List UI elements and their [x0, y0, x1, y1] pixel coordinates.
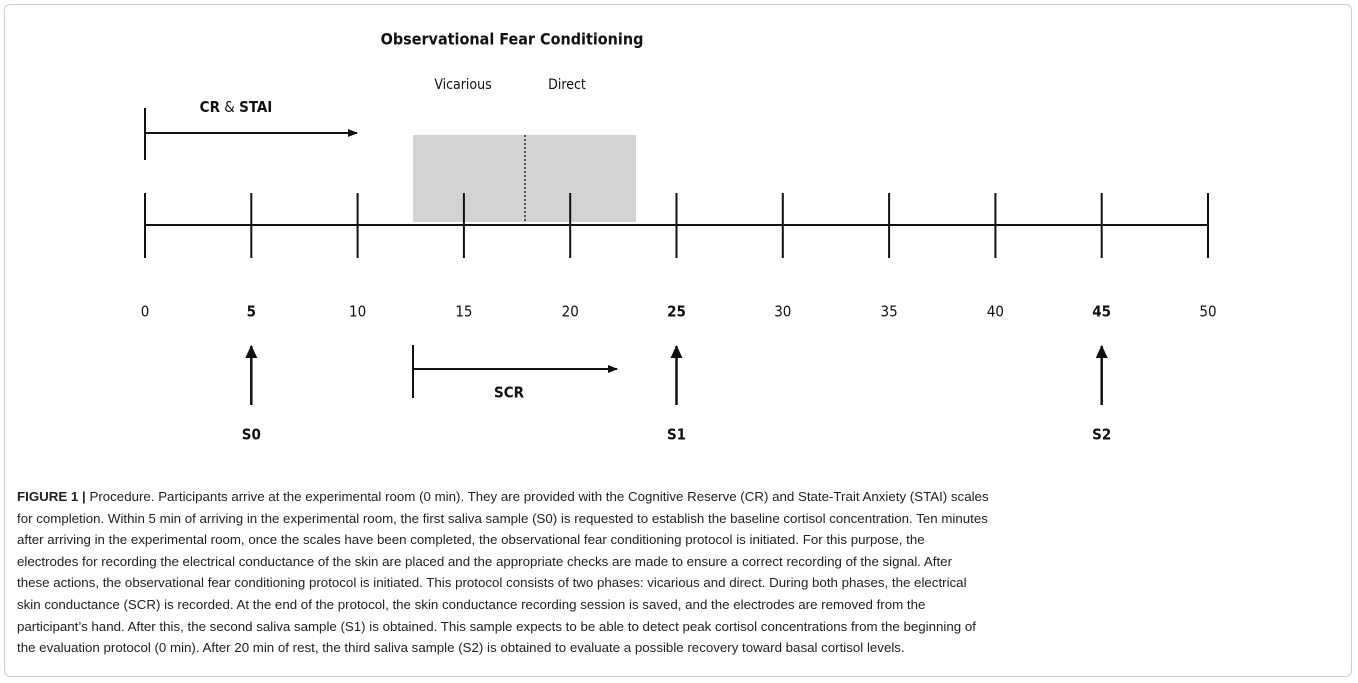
caption-line: for completion. Within 5 min of arriving… — [17, 508, 1347, 530]
caption-line: these actions, the observational fear co… — [17, 572, 1347, 594]
caption-line: participant’s hand. After this, the seco… — [17, 616, 1347, 638]
timeline-ticks: 0 5 10 15 20 25 30 35 40 45 50 S0 S1 S2 — [141, 193, 1217, 444]
sample-label: S2 — [1092, 426, 1111, 444]
figure-frame — [4, 4, 1352, 677]
caption-text: participant’s hand. After this, the seco… — [17, 618, 976, 634]
tick-label: 15 — [455, 303, 472, 321]
cr-stai-label: CR & STAI — [200, 98, 273, 116]
caption-line: electrodes for recording the electrical … — [17, 551, 1347, 573]
caption-text: these actions, the observational fear co… — [17, 575, 967, 591]
caption-text: Procedure. Participants arrive at the ex… — [89, 489, 989, 504]
tick-label: 5 — [247, 303, 256, 321]
scr-label: SCR — [494, 384, 525, 402]
caption-line: skin conductance (SCR) is recorded. At t… — [17, 594, 1347, 616]
caption-line: FIGURE 1 | Procedure. Participants arriv… — [17, 486, 1347, 508]
sample-label: S1 — [667, 426, 686, 444]
tick-label: 30 — [774, 303, 791, 321]
cr: CR — [200, 98, 221, 116]
phase-label: Direct — [548, 77, 586, 93]
tick-label: 50 — [1199, 303, 1216, 321]
phase-label: Vicarious — [434, 77, 491, 93]
caption-text: skin conductance (SCR) is recorded. At t… — [17, 596, 926, 612]
caption-line: after arriving in the experimental room,… — [17, 529, 1347, 551]
caption-text: electrodes for recording the electrical … — [17, 553, 953, 569]
procedure-diagram: Observational Fear Conditioning Vicariou… — [141, 30, 1217, 444]
tick-label: 45 — [1092, 303, 1111, 321]
caption-text: for completion. Within 5 min of arriving… — [17, 510, 988, 526]
tick-label: 35 — [881, 303, 898, 321]
diagram-title: Observational Fear Conditioning — [381, 30, 644, 49]
stai: STAI — [239, 98, 272, 116]
and: & — [224, 98, 235, 116]
tick-label: 20 — [562, 303, 579, 321]
tick-label: 25 — [667, 303, 686, 321]
tick-label: 10 — [349, 303, 366, 321]
caption-text: the evaluation protocol (0 min). After 2… — [17, 640, 905, 656]
caption-text: after arriving in the experimental room,… — [17, 532, 925, 548]
caption-line: the evaluation protocol (0 min). After 2… — [17, 637, 1347, 659]
caption: FIGURE 1 | Procedure. Participants arriv… — [17, 486, 1347, 659]
tick-label: 0 — [141, 303, 150, 321]
sample-label: S0 — [242, 426, 261, 444]
tick-label: 40 — [987, 303, 1004, 321]
caption-label: FIGURE 1 | — [17, 489, 86, 504]
